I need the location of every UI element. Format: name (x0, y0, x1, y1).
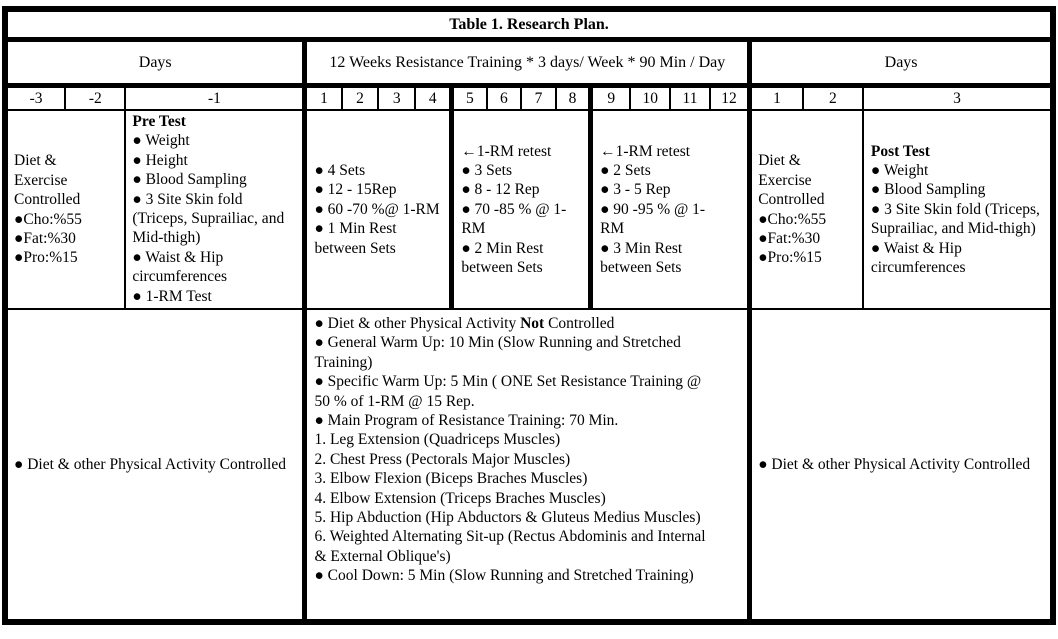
pre-diet-control-cell: Diet & Exercise Controlled ●Cho:%55 ●Fat… (3, 109, 127, 310)
days-header-left: Days (4, 38, 306, 88)
table-title: Table 1. Research Plan. (4, 8, 1054, 42)
diet-line: ●Pro:%15 (758, 249, 822, 267)
week-number: 8 (554, 84, 592, 111)
list-item: ● 3 Sets (461, 161, 513, 179)
list-item: ● 4 Sets (314, 161, 366, 179)
list-item: ● 2 Sets (600, 161, 651, 179)
week-number: 7 (520, 84, 557, 111)
protocol-row: Diet & Exercise Controlled ●Cho:%55 ●Fat… (3, 109, 1055, 310)
day-numbers-row: -3 -2 -1 1 2 3 4 5 6 7 8 9 10 11 12 1 2 … (3, 84, 1055, 111)
day-number: -1 (124, 84, 306, 111)
list-item: ● 90 -95 % @ 1-RM (600, 200, 706, 238)
diet-line: Diet & Exercise Controlled (758, 152, 825, 209)
post-activity-note-cell: ● Diet & other Physical Activity Control… (748, 308, 1055, 623)
week-number: 9 (588, 84, 632, 111)
post-test-cell: Post Test ● Weight ● Blood Sampling ● 3 … (861, 109, 1055, 310)
list-item: ● 8 - 12 Rep (461, 181, 540, 199)
title-row: Table 1. Research Plan. (4, 8, 1054, 42)
list-item: 3. Elbow Flexion (Biceps Braches Muscles… (314, 470, 588, 488)
training-session-plan: ● Diet & other Physical Activity Not Con… (314, 314, 716, 586)
weeks-1-4-cell: ● 4 Sets ● 12 - 15Rep ● 60 -70 %@ 1-RM ●… (302, 109, 453, 310)
list-item: ● Main Program of Resistance Training: 7… (314, 412, 619, 430)
day-number: 2 (801, 84, 864, 111)
list-item: ● 2 Min Rest between Sets (461, 239, 544, 277)
list-item: ● 1-RM Test (132, 287, 212, 305)
note-bold-word: Not (520, 315, 545, 332)
list-item: ● Height (132, 151, 188, 169)
post-test-heading: Post Test (870, 142, 930, 160)
weeks-5-8-cell: ←1-RM retest ● 3 Sets ● 8 - 12 Rep ● 70 … (449, 109, 592, 310)
weeks-9-12-cell: ←1-RM retest ● 2 Sets ● 3 - 5 Rep ● 90 -… (588, 109, 753, 310)
training-header: 12 Weeks Resistance Training * 3 days/ W… (302, 38, 753, 88)
list-item: 2. Chest Press (Pectorals Major Muscles) (314, 450, 571, 468)
training-session-cell: ● Diet & other Physical Activity Not Con… (302, 308, 753, 623)
activity-note: ● Diet & other Physical Activity Control… (14, 455, 286, 473)
list-item: ● Waist & Hip circumferences (132, 248, 228, 286)
pre-test-heading: Pre Test (132, 113, 186, 130)
week-number: 5 (449, 84, 488, 111)
header-row: Days 12 Weeks Resistance Training * 3 da… (4, 38, 1055, 88)
list-item: 6. Weighted Alternating Sit-up (Rectus A… (314, 528, 706, 565)
week-number: 2 (340, 84, 380, 111)
days-header-right: Days (748, 38, 1055, 88)
day-number: -2 (64, 84, 127, 111)
list-item: ● 3 Min Rest between Sets (600, 239, 683, 277)
week-number: 12 (708, 84, 753, 111)
list-item: 4. Elbow Extension (Triceps Braches Musc… (314, 489, 606, 507)
note-suffix: Controlled (544, 315, 615, 332)
week-number: 1 (302, 84, 343, 111)
day-number: 1 (748, 84, 804, 111)
list-item: 5. Hip Abduction (Hip Abductors & Gluteu… (314, 509, 701, 527)
list-item: ● 12 - 15Rep (314, 181, 397, 199)
activity-note: ● Diet & other Physical Activity Not Con… (314, 314, 716, 333)
diet-line: ●Fat:%30 (758, 229, 821, 247)
week-number: 6 (485, 84, 523, 111)
list-item: ● 70 -85 % @ 1-RM (461, 200, 567, 238)
retest-arrow-note: ←1-RM retest (461, 142, 552, 160)
week-number: 10 (629, 84, 672, 111)
list-item: ● General Warm Up: 10 Min (Slow Running … (314, 334, 681, 371)
activity-note: ● Diet & other Physical Activity Control… (758, 455, 1031, 473)
diet-line: ●Fat:%30 (14, 229, 76, 247)
retest-arrow-note: ←1-RM retest (600, 142, 691, 160)
activity-row: ● Diet & other Physical Activity Control… (4, 308, 1055, 623)
list-item: ● Weight (870, 161, 929, 179)
research-plan-table: Table 1. Research Plan. Days 12 Weeks Re… (2, 6, 1056, 625)
day-number: 3 (861, 84, 1055, 111)
list-item: ● Specific Warm Up: 5 Min ( ONE Set Resi… (314, 373, 702, 410)
list-item: ● Weight (132, 132, 190, 150)
pre-test-cell: Pre Test ● Weight ● Height ● Blood Sampl… (124, 109, 306, 310)
week-number: 3 (377, 84, 417, 111)
list-item: ● 3 Site Skin fold (Triceps, Suprailiac,… (132, 190, 285, 247)
note-prefix: ● Diet & other Physical Activity (314, 315, 521, 332)
list-item: ● Blood Sampling (870, 181, 986, 199)
list-item: ● Blood Sampling (132, 171, 247, 189)
week-number: 11 (669, 84, 711, 111)
list-item: ● 1 Min Rest between Sets (314, 220, 397, 257)
list-item: ● 3 Site Skin fold (Triceps, Suprailiac,… (870, 200, 1040, 238)
list-item: ● Waist & Hip circumferences (870, 239, 966, 277)
post-diet-control-cell: Diet & Exercise Controlled ●Cho:%55 ●Fat… (748, 109, 864, 310)
diet-line: ●Cho:%55 (14, 210, 82, 228)
pre-activity-note-cell: ● Diet & other Physical Activity Control… (4, 308, 306, 623)
training-header-text: 12 Weeks Resistance Training * 3 days/ W… (329, 54, 726, 72)
list-item: ● Cool Down: 5 Min (Slow Running and Str… (314, 567, 694, 585)
diet-line: ●Pro:%15 (14, 249, 78, 267)
diet-line: Diet & Exercise Controlled (14, 152, 81, 209)
list-item: 1. Leg Extension (Quadriceps Muscles) (314, 431, 561, 449)
diet-line: ●Cho:%55 (758, 210, 827, 228)
list-item: ● 3 - 5 Rep (600, 181, 671, 199)
day-number: -3 (3, 84, 67, 111)
list-item: ● 60 -70 %@ 1-RM (314, 200, 440, 218)
week-number: 4 (414, 84, 453, 111)
